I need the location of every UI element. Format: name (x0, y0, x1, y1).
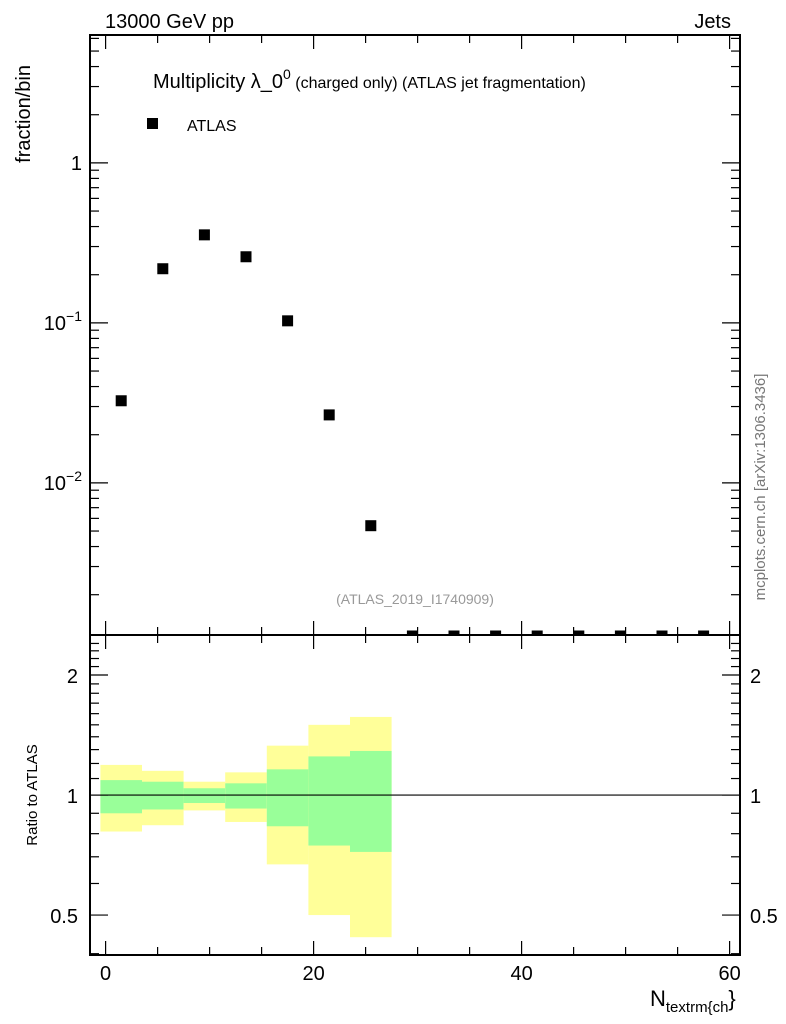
data-point (240, 251, 252, 263)
ratio-y-tick-label-right: 0.5 (750, 906, 778, 928)
data-point (282, 315, 294, 327)
x-tick-label: 0 (100, 963, 111, 985)
data-point (656, 630, 668, 635)
y-tick-label: 1 (71, 153, 82, 175)
watermark: (ATLAS_2019_I1740909) (336, 591, 494, 607)
data-point (531, 630, 543, 635)
band-inner-bin (266, 769, 309, 827)
data-point (157, 263, 169, 275)
x-axis-label: Ntextrm{ch} (650, 986, 736, 1016)
data-point (365, 520, 377, 532)
data-point (614, 630, 626, 635)
header-right: Jets (694, 11, 731, 33)
band-inner-bin (225, 783, 267, 809)
axes: 0 20 40 60 1 10−1 10−2 2 2 1 1 0.5 0.5 (44, 34, 778, 985)
data-point (698, 630, 710, 635)
title-sup: 0 (283, 66, 291, 82)
band-inner-bin (350, 750, 392, 852)
ratio-y-tick-label-right: 2 (750, 666, 761, 688)
upper-ylabel: fraction/bin (13, 65, 35, 163)
title-main: Multiplicity λ_0 (153, 71, 283, 93)
svg-text:Multiplicity λ_00 (charged onl: Multiplicity λ_00 (charged only) (ATLAS … (153, 66, 586, 93)
data-point (323, 409, 335, 421)
x-tick-label: 40 (510, 963, 532, 985)
y-tick-label: 10−1 (44, 308, 82, 335)
data-point (573, 630, 585, 635)
band-inner-bin (100, 780, 142, 814)
x-tick-label: 60 (718, 963, 740, 985)
data-point (490, 630, 502, 635)
title-rest: (charged only) (ATLAS jet fragmentation) (291, 75, 586, 92)
legend-marker (147, 118, 158, 129)
ratio-y-tick-label: 2 (67, 666, 78, 688)
data-point (406, 630, 418, 635)
ratio-y-tick-label-right: 1 (750, 786, 761, 808)
side-label: mcplots.cern.ch [arXiv:1306.3436] (752, 374, 769, 601)
lower-ylabel: Ratio to ATLAS (24, 744, 41, 845)
legend-label: ATLAS (187, 118, 237, 135)
title: Multiplicity λ_00 (charged only) (ATLAS … (153, 66, 586, 93)
y-tick-label: 10−2 (44, 468, 82, 495)
data-points (115, 229, 710, 635)
data-point (198, 229, 210, 241)
header-left: 13000 GeV pp (105, 11, 234, 33)
data-point (448, 630, 460, 635)
band-inner-bin (308, 756, 350, 846)
data-point (115, 395, 127, 407)
ratio-y-tick-label: 1 (67, 786, 78, 808)
ratio-bands (100, 716, 392, 938)
x-tick-label: 20 (302, 963, 324, 985)
ratio-y-tick-label: 0.5 (50, 906, 78, 928)
